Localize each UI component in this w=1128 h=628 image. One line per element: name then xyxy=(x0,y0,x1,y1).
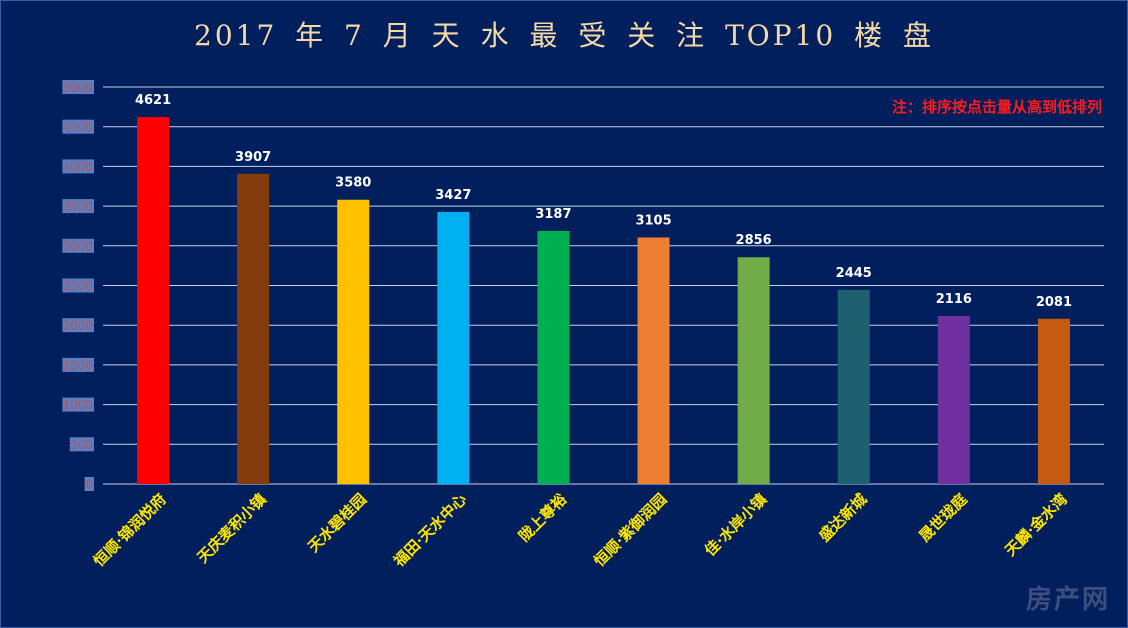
bar-1 xyxy=(137,117,170,485)
y-tick-label: 4500 xyxy=(62,120,93,134)
chart-note: 注：排序按点击量从高到低排列 xyxy=(891,98,1102,116)
data-labels: 4621 3907 3580 3427 3187 3105 2856 2445 2116 2081 xyxy=(135,93,1072,310)
y-tick-highlight xyxy=(62,80,94,94)
x-label-2: 天庆麦积小镇 xyxy=(194,490,270,566)
y-tick-highlight xyxy=(62,357,94,372)
x-label-10: 天麟·金水湾 xyxy=(1001,490,1070,559)
bar-3 xyxy=(337,199,370,485)
x-label-9: 晟世珑庭 xyxy=(916,489,972,545)
x-label-6: 恒顺·紫御润园 xyxy=(590,490,670,570)
bars xyxy=(137,117,1070,485)
grid-lines xyxy=(103,86,1104,485)
bar-8 xyxy=(837,289,870,484)
x-label-3: 天水碧桂园 xyxy=(304,490,370,556)
y-tick-highlight xyxy=(62,159,94,174)
data-label-10: 2081 xyxy=(1036,295,1072,310)
y-tick-highlight xyxy=(69,437,94,452)
y-axis-ticks: 0 500 1000 1500 2000 2500 3000 3500 4000 4500 5000 xyxy=(62,80,94,492)
data-label-7: 2856 xyxy=(736,233,772,248)
data-label-4: 3427 xyxy=(435,188,471,203)
y-tick-label: 1500 xyxy=(62,358,93,372)
y-tick-highlight xyxy=(62,318,94,333)
y-tick-label: 4000 xyxy=(62,160,93,174)
y-tick-label: 1000 xyxy=(62,398,93,412)
data-label-1: 4621 xyxy=(135,93,171,108)
data-label-9: 2116 xyxy=(936,292,972,307)
bar-2 xyxy=(237,173,270,485)
y-tick-highlight xyxy=(62,397,94,412)
y-tick-label: 500 xyxy=(70,438,93,452)
bar-7 xyxy=(737,257,770,484)
bar-4 xyxy=(437,211,470,485)
data-label-6: 3105 xyxy=(635,213,671,228)
watermark-logo: 房产网 xyxy=(1025,585,1110,615)
data-label-3: 3580 xyxy=(335,176,371,191)
data-label-2: 3907 xyxy=(235,150,271,165)
x-axis-labels: 恒顺·锦润悦府 天庆麦积小镇 天水碧桂园 福田·天水中心 陇上尊裕 恒顺·紫御润园 佳·水岸… xyxy=(90,489,1071,570)
data-label-5: 3187 xyxy=(535,207,571,222)
y-tick-highlight xyxy=(62,199,94,214)
y-tick-highlight xyxy=(62,278,94,293)
y-tick-highlight xyxy=(84,477,94,491)
y-tick-label: 3000 xyxy=(62,239,93,253)
y-tick-label: 5000 xyxy=(62,81,93,95)
y-tick-label: 3500 xyxy=(62,200,93,214)
x-label-8: 盛达新城 xyxy=(815,490,870,545)
x-label-5: 陇上尊裕 xyxy=(515,490,570,545)
y-tick-label: 2500 xyxy=(62,279,93,293)
bar-5 xyxy=(537,230,570,484)
y-tick-label: 0 xyxy=(85,478,93,492)
x-label-1: 恒顺·锦润悦府 xyxy=(90,490,170,570)
bar-10 xyxy=(1037,318,1070,484)
x-label-4: 福田·天水中心 xyxy=(389,490,470,571)
bar-6 xyxy=(637,237,670,484)
bar-9 xyxy=(937,315,970,484)
y-tick-label: 2000 xyxy=(62,319,93,333)
chart-title: 2017 年 7 月 天 水 最 受 关 注 TOP10 楼 盘 xyxy=(194,19,934,52)
y-tick-highlight xyxy=(62,238,94,253)
y-tick-highlight xyxy=(62,119,94,134)
data-label-8: 2445 xyxy=(836,266,872,281)
x-label-7: 佳·水岸小镇 xyxy=(701,490,770,559)
